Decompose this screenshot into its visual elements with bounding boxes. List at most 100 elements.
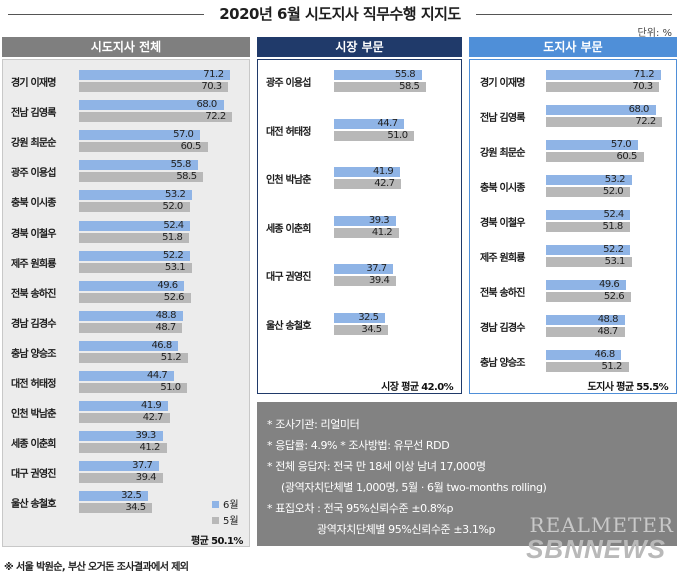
bar-may — [546, 82, 660, 92]
bar-jun — [546, 315, 625, 325]
value-label-jun: 37.7 — [132, 460, 153, 472]
value-label-jun: 37.7 — [366, 263, 387, 274]
category-label: 제주 원희룡 — [480, 253, 525, 264]
bar-may — [79, 262, 192, 273]
chart-row: 세종 이춘희 39.3 41.2 — [3, 430, 249, 454]
value-label-may: 39.4 — [135, 472, 157, 484]
value-label-jun: 41.9 — [141, 400, 162, 412]
category-label: 광주 이용섭 — [266, 78, 311, 89]
bar-jun — [79, 100, 224, 111]
bar-may — [79, 232, 190, 243]
chart-row: 강원 최문순 57.0 60.5 — [3, 129, 249, 153]
category-label: 전북 송하진 — [11, 288, 56, 300]
value-label-may: 72.2 — [205, 111, 226, 123]
value-label-jun: 68.0 — [196, 99, 218, 111]
value-label-may: 42.7 — [374, 178, 395, 189]
bar-may — [334, 227, 399, 238]
bar-jun — [546, 350, 622, 360]
legend-swatch-may — [212, 517, 219, 524]
chart-row: 세종 이춘희 39.3 41.2 — [258, 214, 461, 238]
value-label-jun: 41.9 — [372, 166, 394, 177]
average-label: 도지사 평균 55.5% — [587, 382, 669, 393]
value-label-jun: 49.6 — [598, 279, 620, 290]
panel-overall: 시도지사 전체 경기 이재명 71.2 70.3 전남 김영록 68.0 72.2 강원 최… — [2, 37, 250, 547]
footnote: ※ 서울 박원순, 부산 오거돈 조사결과에서 제외 — [4, 562, 189, 573]
chart-row: 강원 최문순 57.0 60.5 — [470, 139, 676, 162]
title-rule-right — [476, 14, 672, 15]
bar-jun — [79, 461, 160, 472]
category-label: 울산 송철호 — [11, 499, 56, 511]
panel-governor: 도지사 부문 경기 이재명 71.2 70.3 전남 김영록 68.0 72.2 강원 최문… — [469, 37, 677, 394]
value-label-may: 51.8 — [602, 221, 624, 232]
chart-row: 경기 이재명 71.2 70.3 — [470, 69, 676, 92]
bar-jun — [546, 70, 661, 80]
chart-row: 전북 송하진 49.6 52.6 — [470, 279, 676, 302]
value-label-may: 41.2 — [139, 442, 161, 454]
value-label-may: 48.7 — [597, 326, 619, 337]
bar-jun — [546, 175, 632, 185]
chart-row: 인천 박남춘 41.9 42.7 — [258, 166, 461, 189]
bar-may — [79, 112, 233, 123]
value-label-may: 51.0 — [387, 129, 408, 141]
bar-jun — [79, 340, 179, 351]
bar-may — [334, 179, 402, 189]
category-label: 경북 이철우 — [480, 218, 525, 229]
page-title: 2020년 6월 시도지사 직무수행 지지도 — [219, 5, 461, 23]
note-line: * 조사기관: 리얼미터 — [267, 418, 360, 431]
chart-row: 충북 이시종 53.2 52.0 — [3, 189, 249, 213]
bar-jun — [546, 140, 638, 150]
value-label-jun: 52.4 — [163, 219, 184, 231]
chart-row: 제주 원희룡 52.2 53.1 — [3, 249, 249, 273]
value-label-jun: 32.5 — [121, 490, 142, 502]
category-label: 전남 김영록 — [11, 108, 56, 120]
value-label-may: 51.8 — [162, 231, 183, 243]
bar-jun — [79, 160, 198, 171]
category-label: 충남 양승조 — [11, 348, 56, 360]
chart-row: 대구 권영진 37.7 39.4 — [258, 263, 461, 286]
chart-row: 전남 김영록 68.0 72.2 — [470, 104, 676, 127]
bar-jun — [334, 215, 396, 226]
value-label-jun: 52.2 — [162, 249, 184, 261]
bar-jun — [79, 70, 231, 80]
category-label: 경북 이철우 — [11, 228, 56, 240]
category-label: 광주 이용섭 — [11, 168, 56, 180]
bar-may — [546, 117, 663, 127]
note-line: * 전체 응답자: 전국 만 18세 이상 남녀 17,000명 — [267, 460, 486, 473]
bar-jun — [546, 105, 656, 115]
chart-row: 전북 송하진 49.6 52.6 — [3, 280, 249, 303]
chart-row: 경남 김경수 48.8 48.7 — [470, 314, 676, 337]
value-label-jun: 55.8 — [170, 159, 192, 171]
bar-jun — [334, 167, 400, 177]
category-label: 대구 권영진 — [11, 469, 56, 481]
bar-jun — [79, 401, 169, 412]
chart-row: 울산 송철호 32.5 34.5 — [258, 312, 461, 335]
chart-row: 충남 양승조 46.8 51.2 — [470, 349, 676, 372]
value-label-may: 52.0 — [602, 186, 624, 197]
bar-jun — [334, 118, 405, 129]
value-label-jun: 71.2 — [633, 69, 655, 80]
value-label-may: 53.1 — [164, 261, 186, 273]
note-line: 광역자치단체별 95%신뢰수준 ±3.1%p — [317, 523, 496, 536]
chart-row: 경북 이철우 52.4 51.8 — [3, 219, 249, 243]
bar-may — [79, 202, 190, 213]
bar-may — [79, 292, 191, 303]
category-label: 경남 김경수 — [11, 318, 56, 330]
value-label-jun: 53.2 — [165, 189, 186, 201]
note-line: (광역자치단체별 1,000명, 5월 · 6월 two-months roll… — [281, 481, 547, 494]
value-label-may: 52.0 — [162, 201, 184, 213]
panel-overall-chart: 경기 이재명 71.2 70.3 전남 김영록 68.0 72.2 강원 최문순 57.0 60… — [2, 59, 250, 547]
chart-row: 대구 권영진 37.7 39.4 — [3, 460, 249, 484]
category-label: 대구 권영진 — [266, 272, 311, 283]
chart-row: 전남 김영록 68.0 72.2 — [3, 99, 249, 123]
value-label-jun: 39.3 — [368, 214, 390, 226]
bar-jun — [334, 312, 386, 323]
bar-jun — [79, 491, 149, 502]
bar-jun — [334, 70, 422, 80]
value-label-may: 48.7 — [155, 321, 176, 333]
bar-may — [334, 82, 427, 92]
bar-jun — [79, 310, 183, 321]
value-label-may: 70.3 — [201, 81, 222, 92]
category-label: 충북 이시종 — [11, 198, 56, 210]
bar-jun — [79, 431, 163, 442]
value-label-jun: 52.4 — [603, 209, 624, 220]
